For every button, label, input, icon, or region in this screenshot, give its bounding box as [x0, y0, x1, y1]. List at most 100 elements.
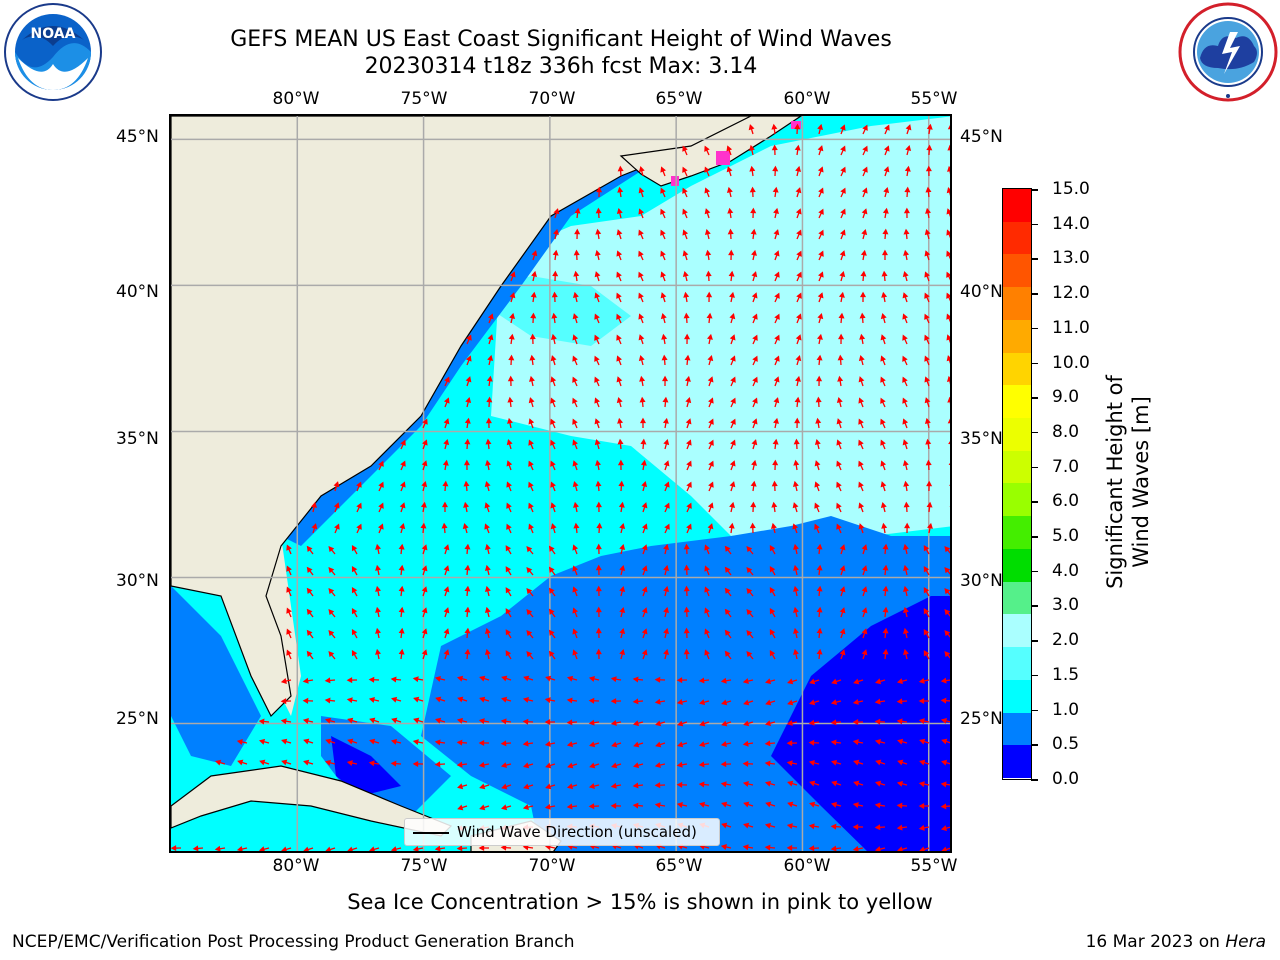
wave-arrow-head: [924, 397, 931, 404]
wave-arrow-head: [923, 629, 930, 636]
wave-arrow-head: [724, 545, 731, 552]
wave-arrow-head: [528, 523, 534, 530]
wave-arrow-head: [752, 313, 758, 320]
wave-arrow-head: [814, 481, 821, 488]
wave-arrow-head: [818, 208, 824, 215]
wave-arrow-head: [794, 144, 801, 151]
wave-arrow-head: [859, 312, 866, 319]
colorbar-tick-label: 12.0: [1052, 283, 1090, 304]
wave-arrow-head: [861, 649, 868, 656]
lon-label-bottom: 65°W: [655, 856, 703, 876]
colorbar-tick: [1031, 223, 1038, 226]
wave-arrow-head: [550, 481, 556, 488]
wave-arrow-head: [924, 355, 930, 362]
wave-arrow-head: [902, 543, 909, 550]
wave-arrow-head: [566, 803, 573, 810]
wave-arrow-head: [548, 650, 555, 657]
wave-arrow-head: [882, 606, 889, 613]
wave-arrow-head: [721, 822, 728, 829]
wave-arrow-head: [852, 845, 859, 851]
wave-arrow-head: [684, 375, 691, 382]
wave-arrow-head: [769, 629, 776, 636]
wave-arrow-head: [793, 627, 799, 634]
wave-arrow-head: [400, 439, 406, 446]
wave-arrow-head: [882, 543, 889, 550]
wave-arrow-head: [836, 418, 843, 425]
wave-arrow-head: [940, 781, 947, 788]
wave-arrow-head: [572, 544, 579, 551]
wave-arrow-head: [456, 845, 463, 851]
wave-arrow-head: [902, 648, 909, 655]
wave-arrow-head: [924, 417, 931, 424]
wave-arrow-head: [809, 699, 816, 706]
wave-arrow-head: [588, 719, 595, 726]
wave-arrow-head: [924, 376, 931, 383]
wave-arrow-head: [704, 228, 711, 236]
wave-arrow-head: [464, 606, 471, 613]
wave-arrow-head: [874, 738, 881, 745]
wave-arrow-head: [882, 228, 889, 235]
wave-arrow-head: [883, 186, 890, 194]
wave-arrow-head: [594, 376, 600, 383]
wave-arrow-head: [435, 696, 442, 703]
wave-arrow-head: [435, 717, 442, 724]
wave-arrow-head: [457, 783, 464, 790]
bahamas-deep-field: [331, 736, 401, 796]
wave-arrow-head: [708, 439, 714, 446]
wave-arrow-head: [369, 846, 375, 851]
wave-arrow-head: [523, 783, 530, 790]
wave-arrow-head: [522, 804, 529, 811]
wave-arrow-head: [655, 720, 662, 727]
wave-arrow-head: [346, 677, 353, 684]
wave-arrow-head: [596, 522, 603, 529]
wave-arrow-head: [325, 846, 331, 851]
wave-arrow-head: [840, 187, 846, 194]
wave-arrow-head: [487, 313, 494, 320]
wave-arrow-head: [664, 502, 670, 509]
wave-arrow-head: [742, 844, 749, 851]
wave-arrow-head: [918, 697, 925, 705]
colorbar-tick: [1031, 431, 1038, 434]
wave-arrow-head: [663, 606, 670, 613]
wave-arrow-head: [550, 355, 557, 362]
wave-arrow-head: [946, 313, 950, 320]
lon-label-bottom: 75°W: [400, 856, 448, 876]
lat-label-left: 45°N: [116, 127, 159, 147]
wave-arrow-head: [334, 523, 340, 530]
wave-arrow-head: [500, 762, 507, 769]
wave-arrow-head: [793, 459, 800, 466]
wave-arrow-head: [946, 334, 950, 341]
wave-arrow-head: [479, 696, 486, 703]
wave-arrow-head: [750, 501, 757, 508]
wave-arrow-head: [751, 271, 758, 278]
wave-arrow-head: [676, 761, 683, 768]
wave-arrow-head: [456, 761, 463, 768]
wave-arrow-head: [707, 502, 714, 509]
wave-arrow-head: [457, 675, 464, 682]
wave-arrow-head: [698, 761, 705, 768]
wave-arrow-head: [808, 719, 815, 726]
wave-arrow-head: [897, 738, 904, 745]
wave-arrow-head: [881, 522, 888, 529]
wave-arrow-head: [479, 804, 486, 811]
wave-arrow-head: [506, 439, 513, 446]
wave-arrow-head: [442, 480, 449, 487]
wave-arrow-head: [707, 333, 713, 340]
wave-arrow-head: [663, 438, 670, 446]
wave-arrow-head: [434, 675, 441, 682]
wave-arrow-head: [421, 607, 428, 614]
wave-arrow-head: [346, 697, 353, 704]
wave-arrow-head: [787, 699, 794, 706]
wave-arrow-head: [704, 649, 710, 656]
wave-arrow-head: [858, 502, 865, 509]
wave-arrow-head: [548, 629, 555, 636]
wave-arrow-head: [616, 250, 623, 257]
lat-label-right: 30°N: [960, 571, 1003, 591]
wave-arrow-head: [720, 844, 727, 850]
wave-arrow-head: [522, 740, 529, 747]
colorbar-tick-label: 5.0: [1052, 526, 1080, 547]
wave-arrow-head: [324, 759, 332, 766]
wave-arrow-head: [858, 397, 865, 404]
wave-arrow-head: [858, 481, 864, 488]
wave-arrow-head: [464, 648, 471, 655]
